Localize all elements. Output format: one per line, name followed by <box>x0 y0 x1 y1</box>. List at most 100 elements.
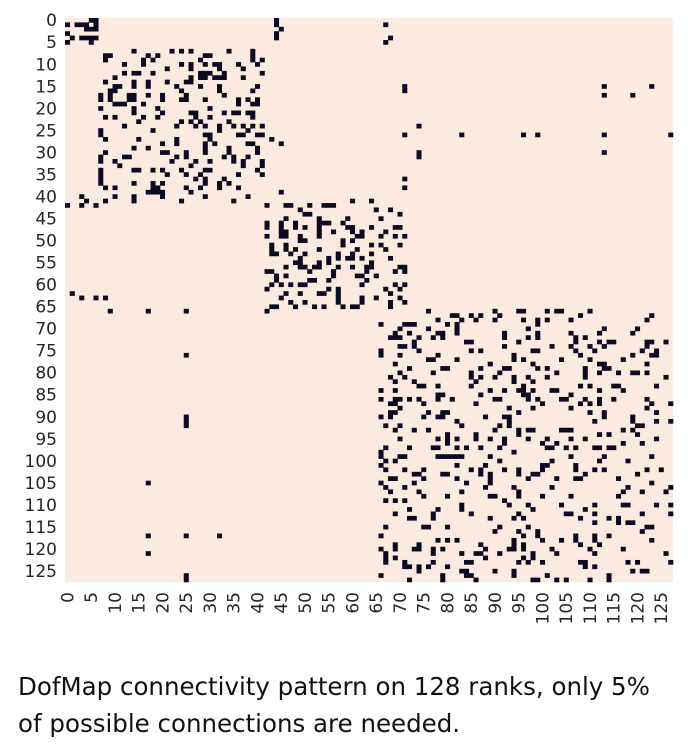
heatmap-cell <box>601 132 607 138</box>
heatmap-cell <box>601 410 607 415</box>
heatmap-cell <box>193 123 199 129</box>
heatmap-cell <box>606 533 612 539</box>
heatmap-cell <box>459 454 465 459</box>
heatmap-cell <box>397 352 403 358</box>
heatmap-cell <box>179 48 185 54</box>
heatmap-cell <box>345 216 351 221</box>
heatmap-cell <box>416 542 422 548</box>
heatmap-cell <box>473 551 479 556</box>
heatmap-cell <box>198 75 204 80</box>
heatmap-cell <box>521 308 527 314</box>
heatmap-cell <box>549 344 555 349</box>
heatmap-cell <box>255 150 261 155</box>
heatmap-cell <box>464 568 470 574</box>
heatmap-cell <box>654 352 660 358</box>
heatmap-cell <box>126 92 132 98</box>
heatmap-cell <box>373 207 379 213</box>
heatmap-cell <box>259 70 265 76</box>
y-tick-label: 115 <box>25 518 57 538</box>
heatmap-cell <box>307 203 313 208</box>
y-tick-label: 110 <box>25 496 57 516</box>
heatmap-cell <box>625 502 631 508</box>
heatmap-cell <box>179 88 185 94</box>
heatmap-cell <box>383 40 389 45</box>
heatmap-cell <box>169 48 175 54</box>
heatmap-cell <box>625 559 631 565</box>
heatmap-cell <box>88 35 94 41</box>
heatmap-cell <box>601 150 607 155</box>
heatmap-cell <box>112 88 118 94</box>
heatmap-cell <box>397 211 403 217</box>
heatmap-cell <box>331 229 337 235</box>
heatmap-cell <box>103 114 109 120</box>
x-tick-label: 5 <box>82 592 102 603</box>
heatmap-cell <box>407 564 413 570</box>
heatmap-cell <box>274 18 280 23</box>
heatmap-cell <box>402 322 408 327</box>
x-tick-label: 80 <box>438 592 458 614</box>
heatmap-cell <box>620 502 626 508</box>
heatmap-cell <box>293 225 299 230</box>
heatmap-cell <box>587 577 593 583</box>
y-tick-label: 125 <box>25 562 57 582</box>
heatmap-cell <box>202 132 208 138</box>
heatmap-cell <box>649 480 655 486</box>
heatmap-cell <box>250 141 256 147</box>
heatmap-cell <box>112 185 118 191</box>
heatmap-cell <box>554 388 560 393</box>
heatmap-cell <box>620 441 626 446</box>
heatmap-cell <box>402 282 408 288</box>
heatmap-cell <box>530 551 536 556</box>
x-tick-label: 115 <box>605 592 625 624</box>
heatmap-cell <box>426 427 432 433</box>
heatmap-cell <box>188 75 194 80</box>
heatmap-cell <box>525 502 531 508</box>
heatmap-cell <box>373 273 379 279</box>
heatmap-cell <box>359 273 365 279</box>
heatmap-cell <box>407 507 413 512</box>
heatmap-cell <box>402 269 408 274</box>
heatmap-cell <box>369 260 375 266</box>
heatmap-cell <box>131 48 137 54</box>
heatmap-cell <box>511 568 517 574</box>
heatmap-cell <box>217 84 223 89</box>
heatmap-cell <box>183 352 189 358</box>
heatmap-cell <box>630 92 636 98</box>
heatmap-cell <box>592 467 598 473</box>
heatmap-cell <box>212 75 218 80</box>
heatmap-cell <box>492 374 498 380</box>
heatmap-cell <box>392 458 398 464</box>
heatmap-cell <box>321 304 327 310</box>
heatmap-cell <box>150 181 156 186</box>
heatmap-cell <box>283 291 289 296</box>
heatmap-cell <box>155 114 161 120</box>
heatmap-cell <box>573 537 579 543</box>
heatmap-cell <box>578 515 584 521</box>
heatmap-cell <box>297 207 303 213</box>
heatmap-cell <box>231 154 237 160</box>
heatmap-cell <box>592 564 598 570</box>
heatmap-cell <box>597 458 603 464</box>
heatmap-cell <box>530 471 536 477</box>
heatmap-cell <box>544 317 550 323</box>
heatmap-cell <box>587 546 593 552</box>
heatmap-cell <box>202 70 208 76</box>
heatmap-cell <box>383 498 389 503</box>
y-tick-label: 25 <box>35 121 57 141</box>
heatmap-cell <box>183 533 189 539</box>
heatmap-cell <box>478 374 484 380</box>
heatmap-cell <box>573 348 579 354</box>
x-tick-label: 40 <box>248 592 268 614</box>
heatmap-cell <box>392 546 398 552</box>
heatmap-cell <box>316 225 322 230</box>
heatmap-cell <box>79 35 85 41</box>
heatmap-cell <box>468 383 474 389</box>
heatmap-cell <box>160 92 166 98</box>
heatmap-cell <box>202 53 208 58</box>
heatmap-cell <box>525 436 531 442</box>
x-tick-label: 60 <box>343 592 363 614</box>
heatmap-cell <box>297 238 303 244</box>
heatmap-cell <box>131 97 137 103</box>
heatmap-cell <box>359 300 365 305</box>
heatmap-cell <box>283 233 289 239</box>
